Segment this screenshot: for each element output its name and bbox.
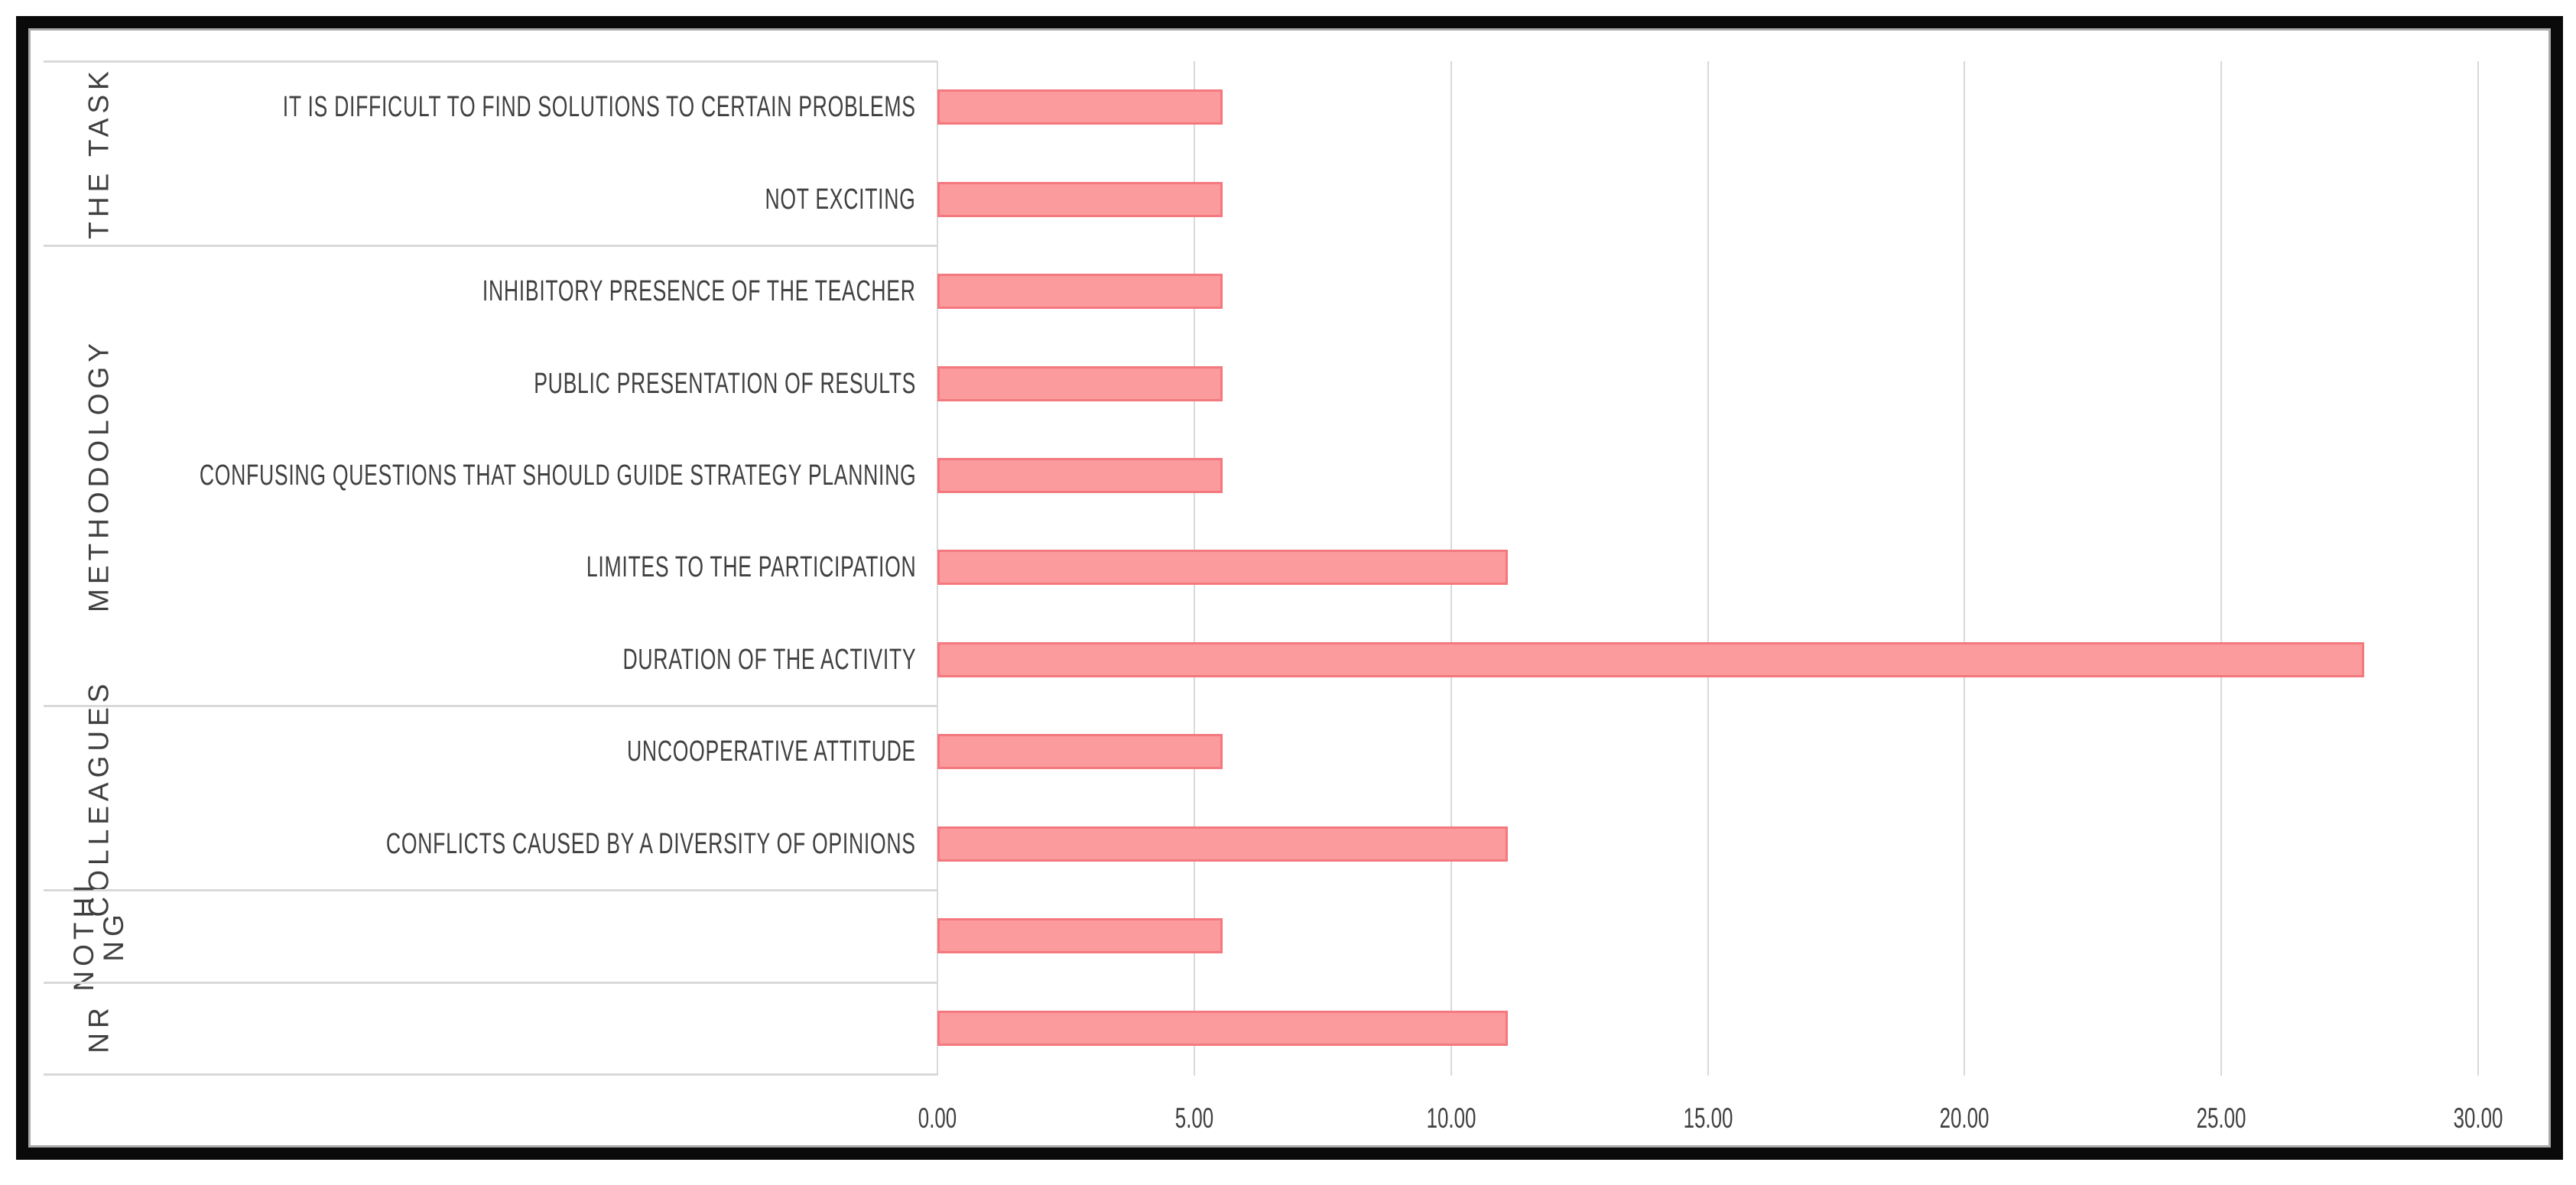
- group-label: THE TASK: [83, 67, 115, 240]
- group-separator: [44, 705, 937, 708]
- group-separator: [44, 889, 937, 892]
- bar: [937, 826, 1509, 862]
- x-tick-label: 25.00: [2196, 1102, 2246, 1134]
- bar-row-label: CONFLICTS CAUSED BY A DIVERSITY OF OPINI…: [386, 827, 916, 860]
- chart-frame: [16, 16, 2563, 1160]
- gridline: [2220, 61, 2223, 1076]
- bar: [937, 550, 1509, 586]
- group-separator: [44, 1073, 937, 1076]
- x-tick-label: 10.00: [1426, 1102, 1476, 1134]
- bar: [937, 365, 1223, 401]
- bar-row-label: IT IS DIFFICULT TO FIND SOLUTIONS TO CER…: [283, 91, 916, 124]
- group-separator: [44, 981, 937, 984]
- x-tick-label: 0.00: [918, 1102, 957, 1134]
- bar: [937, 89, 1223, 125]
- group-label: NOTHI NG: [68, 880, 129, 992]
- gridline: [1707, 61, 1709, 1076]
- group-separator: [44, 60, 937, 63]
- x-tick-label: 20.00: [1939, 1102, 1990, 1134]
- bar: [937, 274, 1223, 310]
- x-tick-label: 5.00: [1174, 1102, 1214, 1134]
- bar-row-label: UNCOOPERATIVE ATTITUDE: [627, 735, 916, 768]
- bar: [937, 458, 1223, 494]
- bar: [937, 1010, 1509, 1046]
- x-tick-label: 30.00: [2453, 1102, 2503, 1134]
- bar: [937, 181, 1223, 217]
- bar-row-label: DURATION OF THE ACTIVITY: [622, 643, 916, 676]
- bar-row-label: PUBLIC PRESENTATION OF RESULTS: [534, 367, 916, 400]
- bar-row-label: NOT EXCITING: [765, 183, 916, 216]
- group-label: METHODOLOGY: [83, 339, 115, 612]
- group-label: NR: [83, 1003, 115, 1054]
- gridline: [1964, 61, 1966, 1076]
- bar: [937, 734, 1223, 770]
- group-separator: [44, 244, 937, 247]
- bar-row-label: LIMITES TO THE PARTICIPATION: [586, 551, 916, 584]
- bar: [937, 918, 1223, 954]
- bar-row-label: CONFUSING QUESTIONS THAT SHOULD GUIDE ST…: [199, 459, 916, 492]
- gridline: [2477, 61, 2480, 1076]
- x-tick-label: 15.00: [1683, 1102, 1733, 1134]
- bar: [937, 641, 2364, 677]
- bar-row-label: INHIBITORY PRESENCE OF THE TEACHER: [482, 275, 916, 308]
